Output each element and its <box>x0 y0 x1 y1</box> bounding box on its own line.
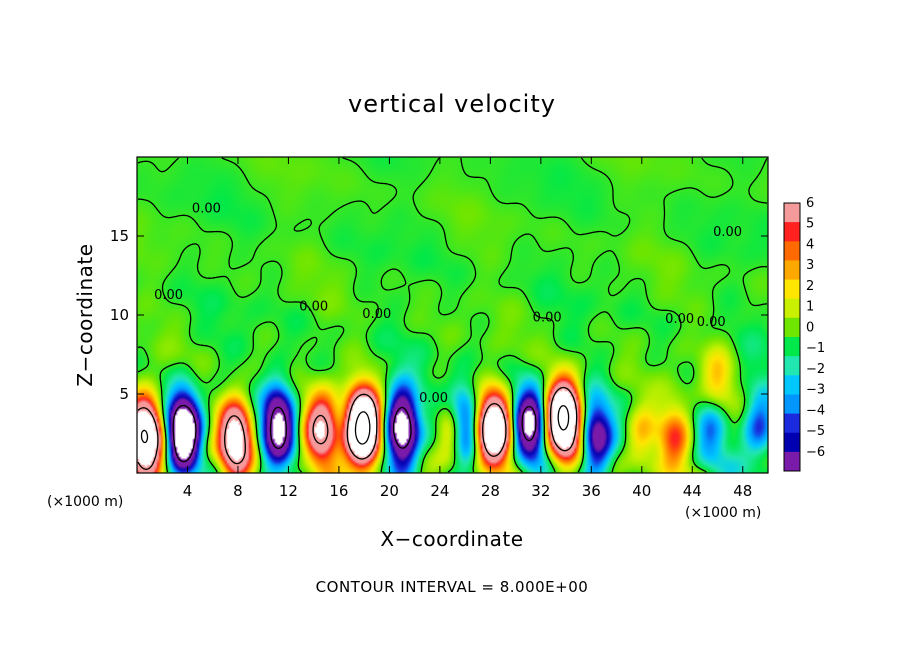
colorbar-swatch <box>784 241 800 261</box>
contour-label: 0.00 <box>362 307 391 322</box>
x-tick-label: 44 <box>683 482 702 500</box>
colorbar-tick-label: −5 <box>806 424 825 439</box>
colorbar-swatch <box>784 394 800 415</box>
x-axis-ticks: 4 8 12 16 20 24 28 32 36 40 44 48 <box>183 157 752 500</box>
contour-label: 0.00 <box>299 299 328 314</box>
heatmap-image <box>137 157 768 473</box>
colorbar-swatch <box>784 413 800 434</box>
colorbar-swatch <box>784 222 800 242</box>
contour-line <box>172 404 537 463</box>
colorbar-tick-label: 1 <box>806 300 814 315</box>
colorbar-swatch <box>784 337 800 357</box>
contour-label: 0.00 <box>665 312 694 327</box>
contour-label: 0.00 <box>533 310 562 325</box>
chart-title: vertical velocity <box>348 90 556 118</box>
y-tick-label: 5 <box>119 385 129 403</box>
x-tick-label: 20 <box>380 482 399 500</box>
colorbar-tick-label: 2 <box>806 279 814 294</box>
x-unit-left: (×1000 m) <box>47 494 123 510</box>
colorbar-swatch <box>784 279 800 300</box>
plot-area: 0.000.000.000.00 0.00 0.00 0.000.000.00 <box>136 156 769 474</box>
x-tick-label: 48 <box>733 482 752 500</box>
x-tick-label: 12 <box>279 482 298 500</box>
x-tick-label: 40 <box>632 482 651 500</box>
contour-line <box>137 386 578 471</box>
contour-labels: 0.000.000.000.00 0.00 0.00 0.000.000.00 <box>154 201 742 406</box>
contour-label: 0.00 <box>697 315 726 330</box>
x-unit-right: (×1000 m) <box>685 505 761 521</box>
x-tick-label: 28 <box>481 482 500 500</box>
colorbar-swatch <box>784 375 800 395</box>
colorbar-tick-label: −1 <box>806 341 825 356</box>
contour-label: 0.00 <box>713 225 742 240</box>
y-tick-label: 10 <box>110 306 129 324</box>
colorbar-swatch <box>784 298 800 319</box>
colorbar-tick-label: 0 <box>806 320 814 335</box>
colorbar-tick-label: 5 <box>806 217 814 232</box>
x-tick-label: 4 <box>183 482 193 500</box>
colorbar-tick-label: −4 <box>806 403 825 418</box>
contour-line <box>137 157 768 473</box>
y-tick-label: 15 <box>110 227 129 245</box>
x-tick-label: 16 <box>329 482 348 500</box>
contour-label: 0.00 <box>154 288 183 303</box>
contour-lines <box>137 157 768 473</box>
contour-line <box>140 404 570 445</box>
colorbar-tick-label: 6 <box>806 196 814 211</box>
colorbar-swatch <box>784 317 800 338</box>
x-tick-label: 24 <box>430 482 449 500</box>
colorbar-frame <box>783 202 801 472</box>
colorbar-tick-label: −2 <box>806 362 825 377</box>
x-tick-label: 8 <box>233 482 243 500</box>
colorbar-tick-label: 4 <box>806 237 814 252</box>
colorbar-swatch <box>784 203 800 223</box>
colorbar-tick-label: −3 <box>806 383 825 398</box>
x-tick-label: 36 <box>582 482 601 500</box>
x-tick-label: 32 <box>531 482 550 500</box>
colorbar-tick-label: 3 <box>806 258 814 273</box>
x-axis-label: X−coordinate <box>380 527 523 551</box>
colorbar-swatch <box>784 432 800 453</box>
y-axis-label: Z−coordinate <box>73 243 97 386</box>
contour-interval-note: CONTOUR INTERVAL = 8.000E+00 <box>316 578 589 596</box>
colorbar-swatch <box>784 451 800 472</box>
colorbar: 6 5 4 3 2 1 0 −1 −2 −3 −4 −5 −6 <box>783 196 825 472</box>
colorbar-swatch <box>784 260 800 281</box>
y-axis-ticks: 5 10 15 <box>110 227 768 403</box>
colorbar-tick-label: −6 <box>806 445 825 460</box>
contour-label: 0.00 <box>192 201 221 216</box>
colorbar-swatch <box>784 356 800 376</box>
contour-label: 0.00 <box>419 391 448 406</box>
